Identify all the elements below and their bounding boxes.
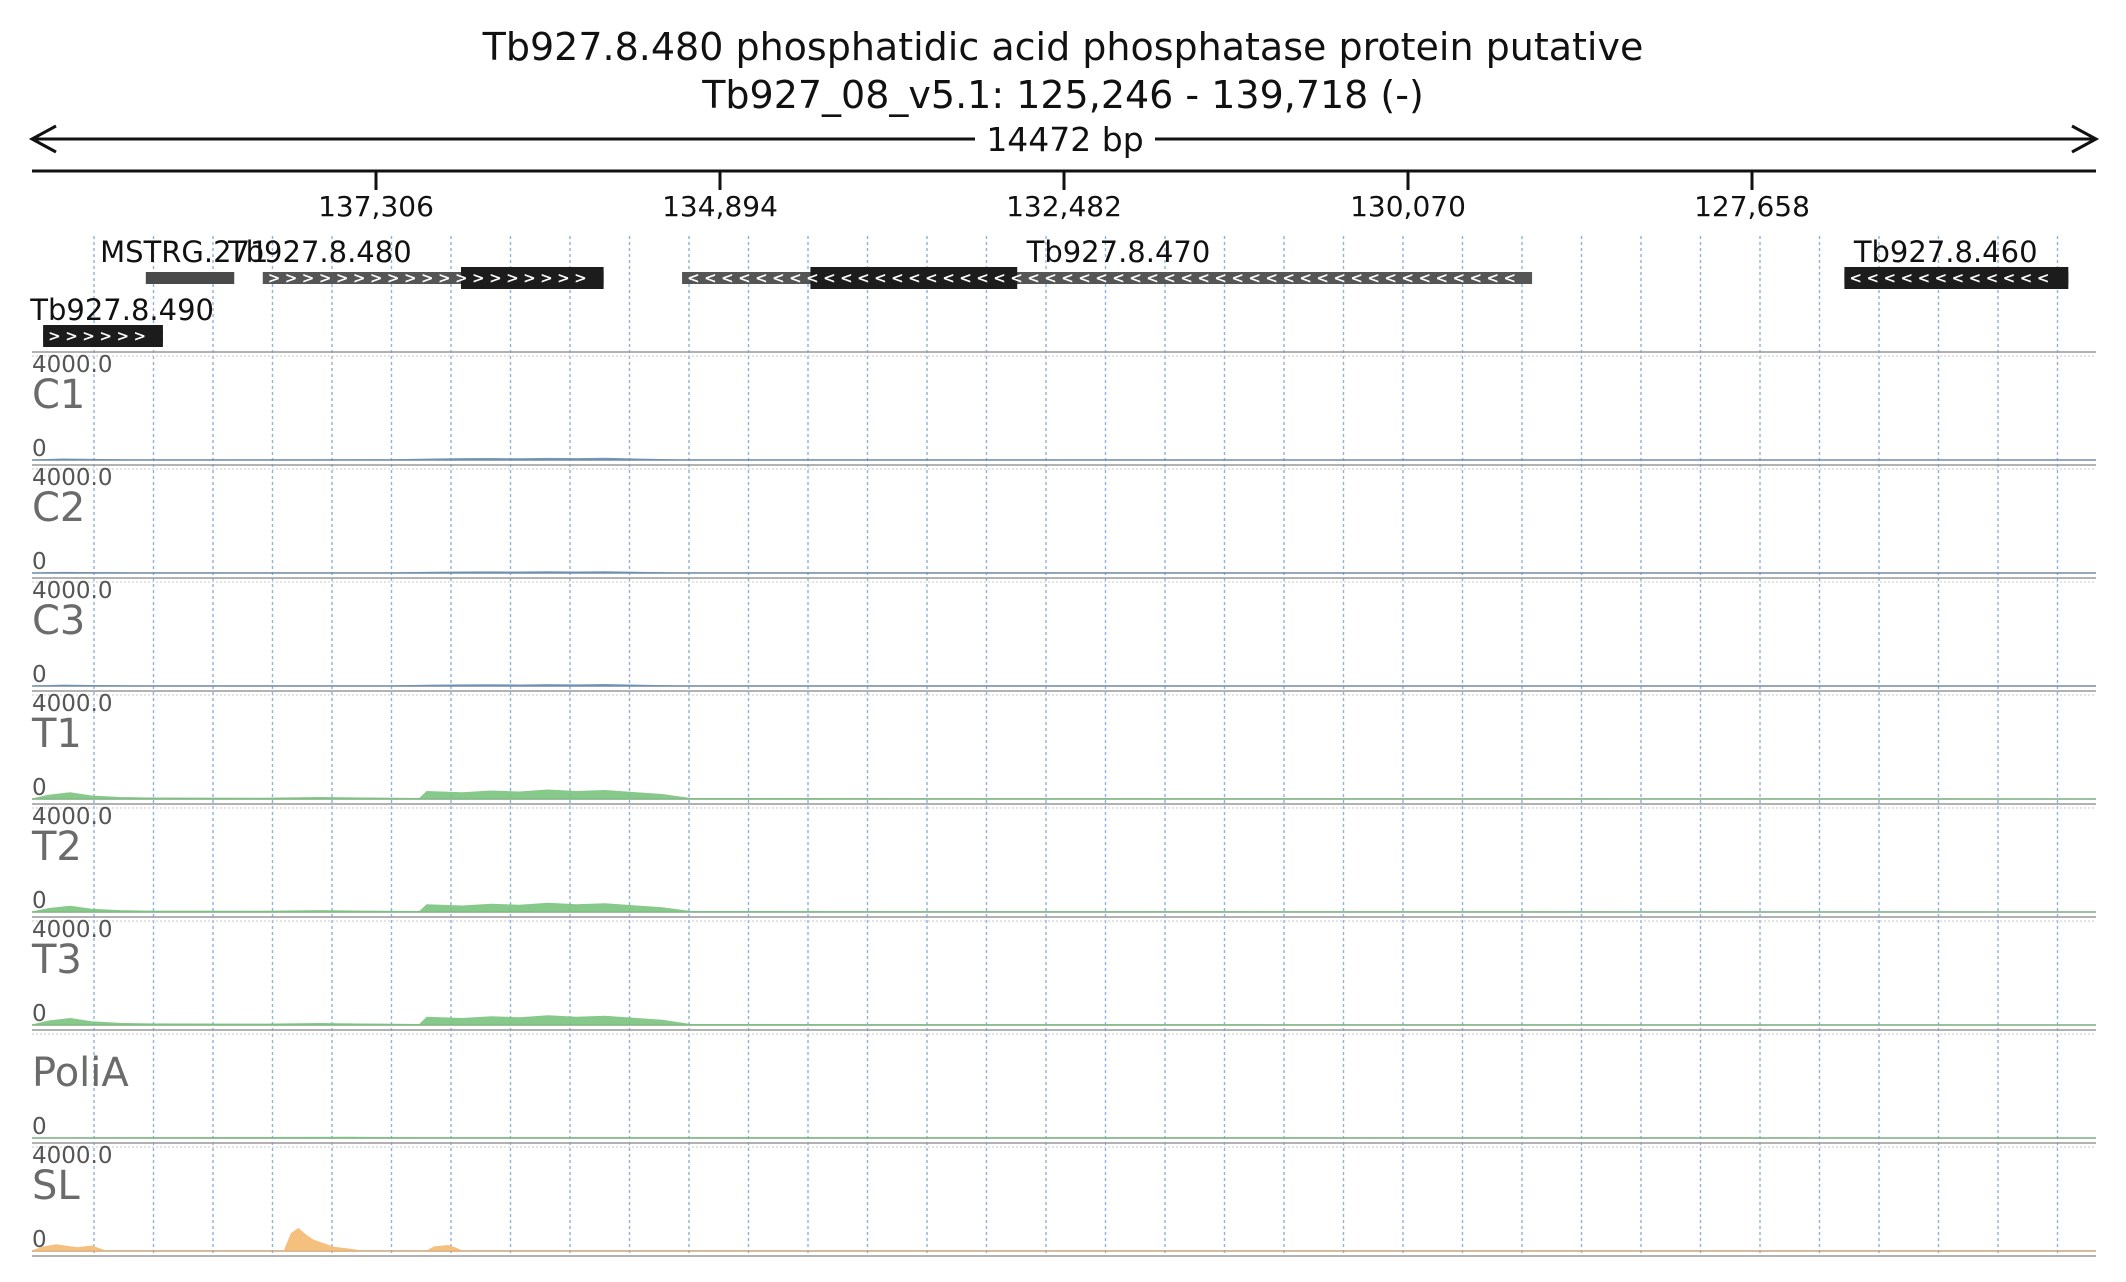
scale-max-label: 4000.0 <box>32 691 112 717</box>
track-name: T1 <box>31 711 82 757</box>
track-t1: 4000.0 0 T1 <box>31 690 2097 801</box>
scale-max-label: 4000.0 <box>32 804 112 830</box>
gene-label: MSTRG.271 <box>100 235 268 269</box>
scale-max-label: 4000.0 <box>32 578 112 604</box>
scale-min-label: 0 <box>32 549 47 575</box>
gene-label: Tb927.8.470 <box>1026 235 1211 269</box>
track-c1: 4000.0 0 C1 <box>31 351 2097 462</box>
arrow-right-icon <box>2071 124 2100 154</box>
track-name: C1 <box>32 372 85 418</box>
figure-title: Tb927.8.480 phosphatidic acid phosphatas… <box>482 25 1644 69</box>
scale-min-label: 0 <box>32 775 47 801</box>
gene-label: Tb927.8.460 <box>1853 235 2038 269</box>
cds-block <box>810 267 1018 289</box>
scale-max-label: 4000.0 <box>32 917 112 943</box>
track-name: T3 <box>31 937 82 983</box>
track-name: C2 <box>32 485 85 531</box>
coverage-tracks: 4000.00C14000.00C24000.00C34000.00T14000… <box>31 351 2097 1257</box>
vertical-guides <box>93 236 2059 1256</box>
gene-annotation-track: MSTRG.271Tb927.8.480>>>>>>>>>>>>>>>>>>>T… <box>29 235 2069 347</box>
track-name: SL <box>32 1163 80 1209</box>
scale-min-label: 0 <box>32 436 47 462</box>
track-name: C3 <box>32 598 85 644</box>
scale-max-label: 4000.0 <box>32 1143 112 1169</box>
scale-min-label: 0 <box>32 1227 47 1253</box>
gene-label: Tb927.8.490 <box>29 293 214 327</box>
coverage-area <box>31 571 2097 574</box>
scale-min-label: 0 <box>32 1114 47 1140</box>
gene-tb927-8-490: Tb927.8.490>>>>>> <box>29 293 214 347</box>
gene-label: Tb927.8.480 <box>227 235 412 269</box>
track-polia: 0 PoliA <box>31 1029 2097 1140</box>
coverage-area <box>31 457 2097 461</box>
cds-block <box>461 267 604 289</box>
region-subtitle: Tb927_08_v5.1: 125,246 - 139,718 (-) <box>701 73 1424 117</box>
scale-max-label: 4000.0 <box>32 465 112 491</box>
coverage-area <box>31 789 2097 800</box>
gene-tb927-8-470: Tb927.8.470<<<<<<<<<<<<<<<<<<<<<<<<<<<<<… <box>682 235 1533 289</box>
track-c2: 4000.0 0 C2 <box>31 464 2097 575</box>
tick-label: 132,482 <box>1006 190 1122 223</box>
strand-chevrons: <<<<<<<<<<<<<<<<<<<<<<<<<<<<<<<<<<<<<<<<… <box>687 269 1516 287</box>
track-c3: 4000.0 0 C3 <box>31 577 2097 688</box>
arrow-left-icon <box>28 124 57 154</box>
track-name: PoliA <box>32 1050 129 1096</box>
coverage-area <box>31 1136 2097 1139</box>
tick-label: 134,894 <box>662 190 778 223</box>
tick-label: 130,070 <box>1350 190 1466 223</box>
transcript-bar <box>145 272 235 284</box>
scale-min-label: 0 <box>32 888 47 914</box>
coverage-area <box>31 683 2097 687</box>
gene-tb927-8-480: Tb927.8.480>>>>>>>>>>>>>>>>>>> <box>227 235 604 289</box>
strand-chevrons: >>>>>>>>>>>>>>>>>>> <box>268 269 587 287</box>
coverage-area <box>31 902 2097 913</box>
coordinate-ticks: 137,306 134,894 132,482 130,070 127,658 <box>318 171 1810 223</box>
track-sl: 4000.0 0 SL <box>31 1142 2096 1253</box>
cds-block <box>43 325 163 347</box>
track-t2: 4000.0 0 T2 <box>31 803 2097 914</box>
coverage-area <box>31 1227 2096 1252</box>
length-ruler: 14472 bp <box>28 120 2100 159</box>
coverage-area <box>31 1015 2097 1026</box>
track-name: T2 <box>31 824 82 870</box>
scale-min-label: 0 <box>32 1001 47 1027</box>
tick-label: 127,658 <box>1694 190 1810 223</box>
gene-mstrg-271: MSTRG.271 <box>100 235 268 284</box>
cds-block <box>1844 267 2069 289</box>
gene-tb927-8-460: Tb927.8.460<<<<<<<<<<<< <box>1844 235 2069 289</box>
scale-max-label: 4000.0 <box>32 352 112 378</box>
length-label: 14472 bp <box>986 120 1143 159</box>
scale-min-label: 0 <box>32 662 47 688</box>
tick-label: 137,306 <box>318 190 434 223</box>
track-t3: 4000.0 0 T3 <box>31 916 2097 1027</box>
